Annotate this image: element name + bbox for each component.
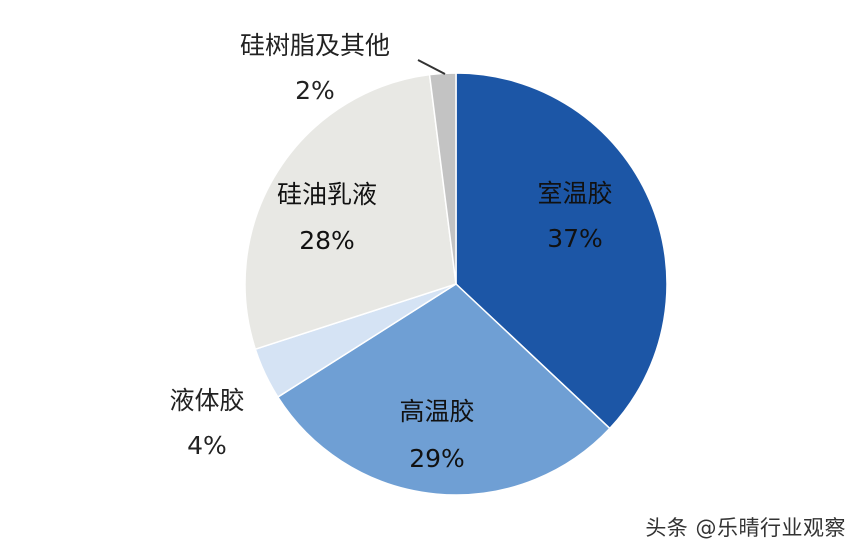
slice-label-硅油乳液: 硅油乳液 — [277, 180, 377, 209]
slice-label-液体胶: 液体胶 — [169, 386, 244, 415]
slice-percent-液体胶: 4% — [187, 431, 227, 460]
slice-percent-硅油乳液: 28% — [299, 226, 355, 255]
pie-slice-室温胶 — [455, 72, 668, 430]
pie-slices — [244, 72, 668, 496]
slice-label-硅树脂及其他: 硅树脂及其他 — [240, 31, 390, 60]
slice-percent-高温胶: 29% — [409, 444, 465, 473]
pie-slice-硅油乳液 — [244, 73, 457, 351]
slice-label-高温胶: 高温胶 — [399, 397, 474, 426]
slice-leader-line-硅树脂及其他 — [417, 59, 446, 75]
pie-labels: 室温胶 37% 高温胶 29% 液体胶 4% 硅油乳液 28% 硅树脂及其他 2% — [169, 31, 612, 473]
watermark: 头条 @乐晴行业观察 — [645, 516, 846, 540]
slice-percent-室温胶: 37% — [547, 224, 603, 253]
pie-slice-高温胶 — [276, 283, 611, 496]
slice-percent-硅树脂及其他: 2% — [295, 76, 335, 105]
slice-label-室温胶: 室温胶 — [537, 179, 612, 208]
